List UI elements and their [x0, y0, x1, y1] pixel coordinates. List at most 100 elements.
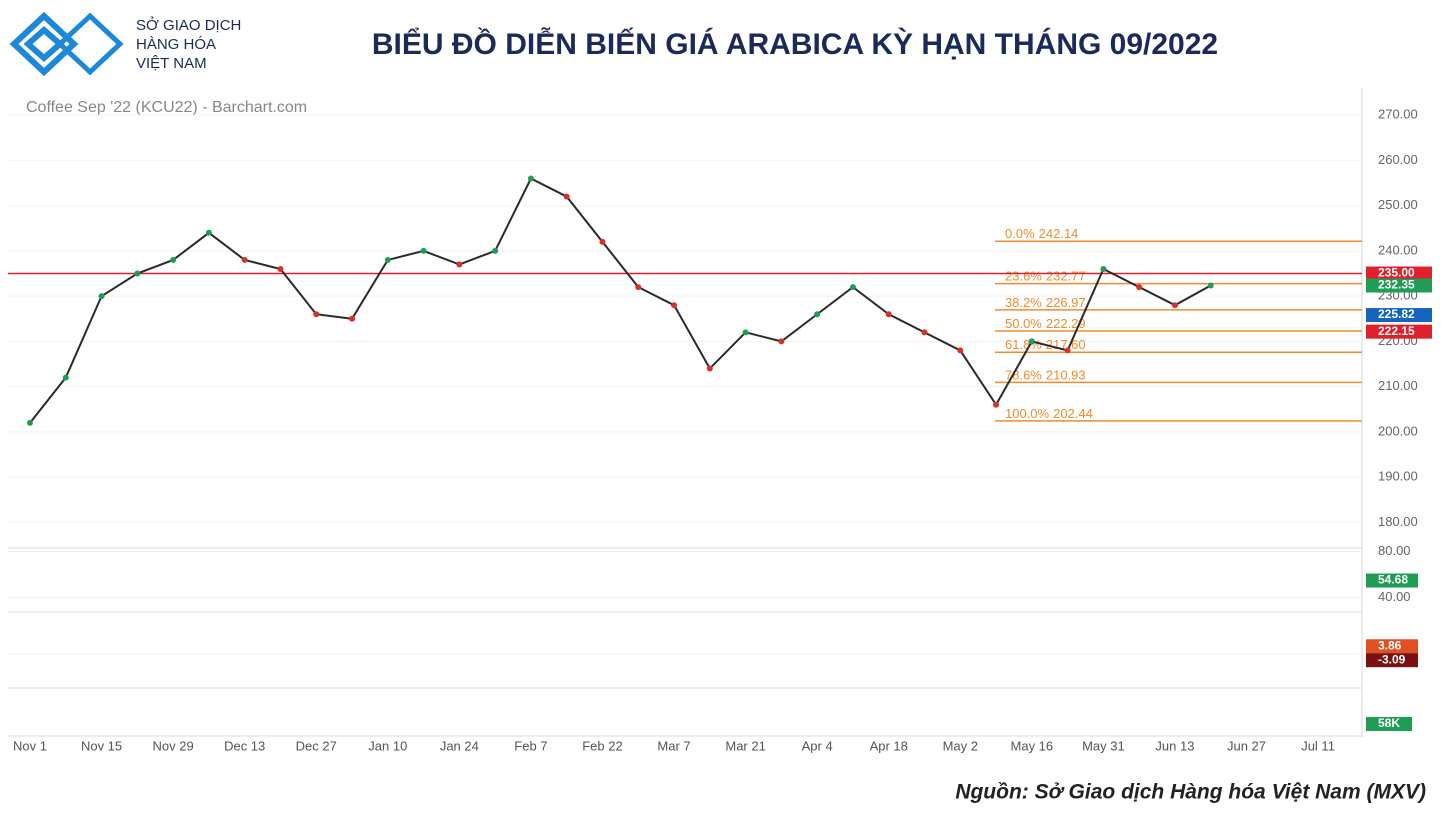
x-tick-label: May 2: [943, 738, 978, 753]
x-tick-label: Apr 18: [870, 738, 908, 753]
price-badge: [1366, 324, 1432, 339]
price-point: [778, 338, 785, 345]
price-point: [313, 311, 320, 318]
y-tick-label: 260.00: [1378, 152, 1418, 167]
price-point: [1136, 284, 1143, 291]
x-tick-label: May 16: [1011, 738, 1054, 753]
fib-level: 50.0%: [1005, 316, 1042, 331]
price-point: [635, 284, 642, 291]
rsi-badge: [1366, 573, 1418, 588]
price-point: [527, 175, 534, 182]
price-point: [993, 401, 1000, 408]
x-tick-label: Nov 1: [13, 738, 47, 753]
price-point: [349, 315, 356, 322]
y-tick-label: 200.00: [1378, 423, 1418, 438]
fib-level: 0.0%: [1005, 227, 1035, 242]
fib-label: 50.0% 222.29: [1005, 316, 1086, 331]
macd-badge-label: 3.86: [1378, 638, 1402, 652]
x-tick-label: Jun 13: [1155, 738, 1194, 753]
logo-text: SỞ GIAO DỊCH: [136, 16, 241, 34]
fib-value: 202.44: [1053, 406, 1093, 421]
x-tick-label: Apr 4: [802, 738, 833, 753]
price-point: [134, 270, 141, 277]
y-tick-label: 240.00: [1378, 242, 1418, 257]
fib-level: 38.2%: [1005, 295, 1042, 310]
source: Nguồn: Sở Giao dịch Hàng hóa Việt Nam (M…: [955, 781, 1426, 804]
price-point: [420, 247, 427, 254]
y-tick-label: 250.00: [1378, 197, 1418, 212]
fib-value: 217.60: [1046, 338, 1086, 353]
price-point: [492, 247, 499, 254]
x-tick-label: Dec 27: [296, 738, 337, 753]
fib-label: 100.0% 202.44: [1005, 406, 1093, 421]
x-tick-label: Feb 7: [514, 738, 547, 753]
title: BIỂU ĐỒ DIỄN BIẾN GIÁ ARABICA KỲ HẠN THÁ…: [372, 27, 1218, 61]
fib-value: 222.29: [1046, 316, 1086, 331]
x-tick-label: Jan 10: [368, 738, 407, 753]
price-point: [62, 374, 69, 381]
x-tick-label: Feb 22: [582, 738, 622, 753]
volume-badge-label: 58K: [1378, 716, 1400, 730]
price-badge-label: 222.15: [1378, 324, 1415, 338]
fib-label: 0.0% 242.14: [1005, 227, 1078, 242]
x-tick-label: Dec 13: [224, 738, 265, 753]
volume-badge: [1366, 717, 1412, 731]
x-tick-label: Mar 7: [657, 738, 690, 753]
rsi-badge-label: 54.68: [1378, 573, 1408, 587]
macd-badge: [1366, 653, 1418, 668]
x-tick-label: Jun 27: [1227, 738, 1266, 753]
price-point: [563, 193, 570, 200]
fib-label: 78.6% 210.93: [1005, 368, 1086, 383]
fib-value: 242.14: [1039, 227, 1079, 242]
rsi-tick-label: 80.00: [1378, 543, 1411, 558]
x-tick-label: Nov 29: [153, 738, 194, 753]
price-point: [885, 311, 892, 318]
fib-value: 226.97: [1046, 295, 1086, 310]
plot-area: [8, 88, 1362, 545]
price-point: [1171, 302, 1178, 309]
logo-text: VIỆT NAM: [136, 55, 207, 72]
price-point: [277, 265, 284, 272]
logo-text: HÀNG HÓA: [136, 36, 216, 53]
x-tick-label: May 31: [1082, 738, 1125, 753]
price-point: [205, 229, 212, 236]
logo: SỞ GIAO DỊCH HÀNG HÓA VIỆT NAM: [9, 11, 241, 77]
price-point: [921, 329, 928, 336]
y-tick-label: 210.00: [1378, 378, 1418, 393]
macd-badge-label: -3.09: [1378, 652, 1406, 666]
fib-label: 38.2% 226.97: [1005, 295, 1086, 310]
price-point: [456, 261, 463, 268]
y-tick-label: 270.00: [1378, 107, 1418, 122]
price-point: [98, 293, 105, 300]
price-point: [599, 238, 606, 245]
fib-label: 23.6% 232.77: [1005, 269, 1086, 284]
price-point: [849, 284, 856, 291]
price-point: [1207, 282, 1214, 289]
chart-subtitle: Coffee Sep '22 (KCU22) - Barchart.com: [26, 99, 307, 116]
price-point: [241, 256, 248, 263]
fib-value: 210.93: [1046, 368, 1086, 383]
price-point: [1100, 265, 1107, 272]
price-badge: [1366, 278, 1432, 293]
price-point: [27, 419, 33, 426]
price-point: [170, 256, 177, 263]
fib-level: 23.6%: [1005, 269, 1042, 284]
price-point: [1028, 338, 1035, 345]
x-tick-label: Nov 15: [81, 738, 122, 753]
price-line: [29, 177, 1212, 424]
price-badge-label: 235.00: [1378, 266, 1415, 280]
x-tick-label: Mar 21: [725, 738, 765, 753]
price-badge-label: 225.82: [1378, 307, 1415, 321]
price-point: [671, 302, 678, 309]
price-badge: [1366, 308, 1432, 323]
fib-value: 232.77: [1046, 269, 1086, 284]
x-tick-label: Jul 11: [1301, 738, 1335, 753]
fib-level: 61.8%: [1005, 338, 1042, 353]
price-point: [1064, 347, 1071, 354]
price-point: [957, 347, 964, 354]
price-point: [384, 256, 391, 263]
price-point: [814, 311, 821, 318]
fib-level: 100.0%: [1005, 406, 1050, 421]
